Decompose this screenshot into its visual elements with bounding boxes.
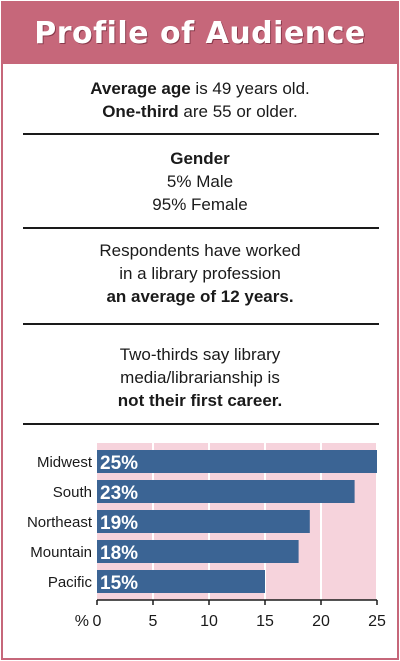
career-line-3: not their first career.	[117, 391, 283, 410]
region-bar-chart: 25% Midwest 23% South 19% Northeast 18% Mountai…	[27, 443, 386, 630]
x-tick-label: 5	[149, 613, 158, 630]
x-tick-label: 0	[93, 613, 102, 630]
experience-line-1: Respondents have worked	[99, 241, 301, 260]
bar-value-label: 19%	[100, 513, 138, 534]
divider	[23, 423, 379, 425]
bar-value-label: 25%	[100, 453, 138, 474]
divider	[23, 227, 379, 229]
bar-value-label: 23%	[100, 483, 138, 504]
divider	[23, 133, 379, 135]
bar	[97, 570, 265, 593]
category-label: Northeast	[27, 514, 93, 531]
x-tick-label: 15	[256, 613, 274, 630]
experience-line-2: in a library profession	[119, 264, 281, 283]
bar	[97, 450, 377, 473]
x-unit-label: %	[75, 613, 89, 630]
x-tick-label: 20	[312, 613, 330, 630]
career-line-1: Two-thirds say library	[119, 345, 281, 364]
category-label: Pacific	[48, 574, 93, 591]
bar	[97, 480, 355, 503]
career-line-2: media/librarianship is	[120, 368, 280, 387]
gender-heading: Gender	[170, 149, 230, 168]
age-line-2-text: are 55 or older.	[178, 102, 298, 121]
age-line-1-text: is 49 years old.	[190, 79, 310, 98]
divider	[23, 323, 379, 325]
x-tick-label: 10	[200, 613, 218, 630]
experience-line-3: an average of 12 years.	[106, 287, 294, 306]
career-section: Two-thirds say library media/librariansh…	[3, 343, 397, 412]
bar	[97, 510, 310, 533]
category-label: South	[53, 484, 92, 501]
page-title: Profile of Audience	[34, 16, 366, 51]
x-tick-label: 25	[368, 613, 386, 630]
category-label: Mountain	[30, 544, 92, 561]
gender-male: 5% Male	[166, 172, 234, 191]
category-label: Midwest	[37, 454, 93, 471]
bar-value-label: 18%	[100, 543, 138, 564]
gender-section: Gender 5% Male 95% Female	[3, 147, 397, 216]
age-line-1-bold: Average age	[90, 79, 191, 98]
experience-section: Respondents have worked in a library pro…	[3, 239, 397, 308]
bar	[97, 540, 299, 563]
header-banner: Profile of Audience	[3, 3, 397, 64]
age-line-2-bold: One-third	[102, 102, 179, 121]
bar-value-label: 15%	[100, 573, 138, 594]
age-line-1: Average age is 49 years old.	[3, 77, 397, 100]
age-section: Average age is 49 years old. One-third a…	[3, 77, 397, 123]
age-line-2: One-third are 55 or older.	[3, 100, 397, 123]
gender-female: 95% Female	[152, 195, 248, 214]
